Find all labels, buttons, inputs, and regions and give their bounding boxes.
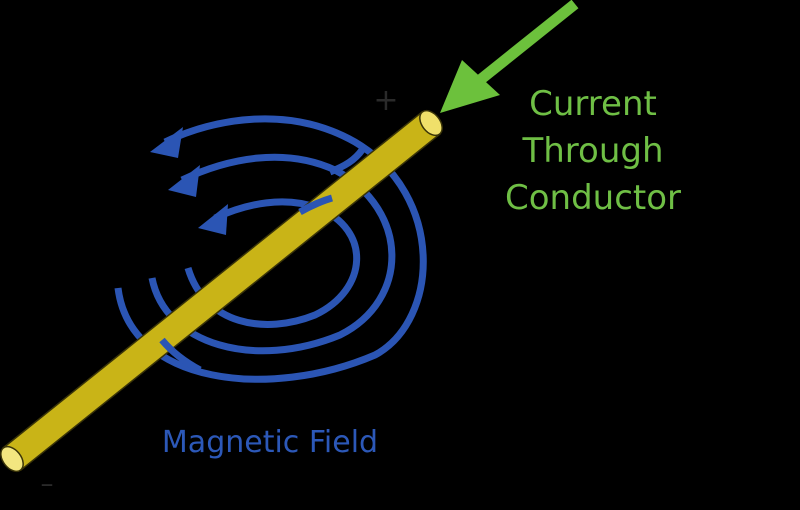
circular-arrow-icon <box>198 204 228 235</box>
current-label: Current Through Conductor <box>505 84 681 218</box>
field-lines-front <box>159 147 365 374</box>
current-label-line-2: Through <box>521 131 663 171</box>
positive-sign: + <box>373 83 398 118</box>
arrow-icon <box>440 60 500 113</box>
inner-field-loop <box>184 198 361 328</box>
field-arrowheads <box>150 127 228 235</box>
negative-sign: – <box>41 469 54 499</box>
circular-arrow-icon <box>168 165 200 197</box>
conductor-top-end <box>419 109 443 137</box>
current-arrow <box>440 0 579 113</box>
arrow-shaft <box>471 0 579 89</box>
current-label-line-1: Current <box>529 84 657 124</box>
conductor-bottom-end <box>0 445 24 473</box>
magnetic-field-label: Magnetic Field <box>162 425 378 460</box>
circular-arrow-icon <box>150 127 183 158</box>
middle-field-loop <box>148 153 396 355</box>
current-label-line-3: Conductor <box>505 178 681 218</box>
